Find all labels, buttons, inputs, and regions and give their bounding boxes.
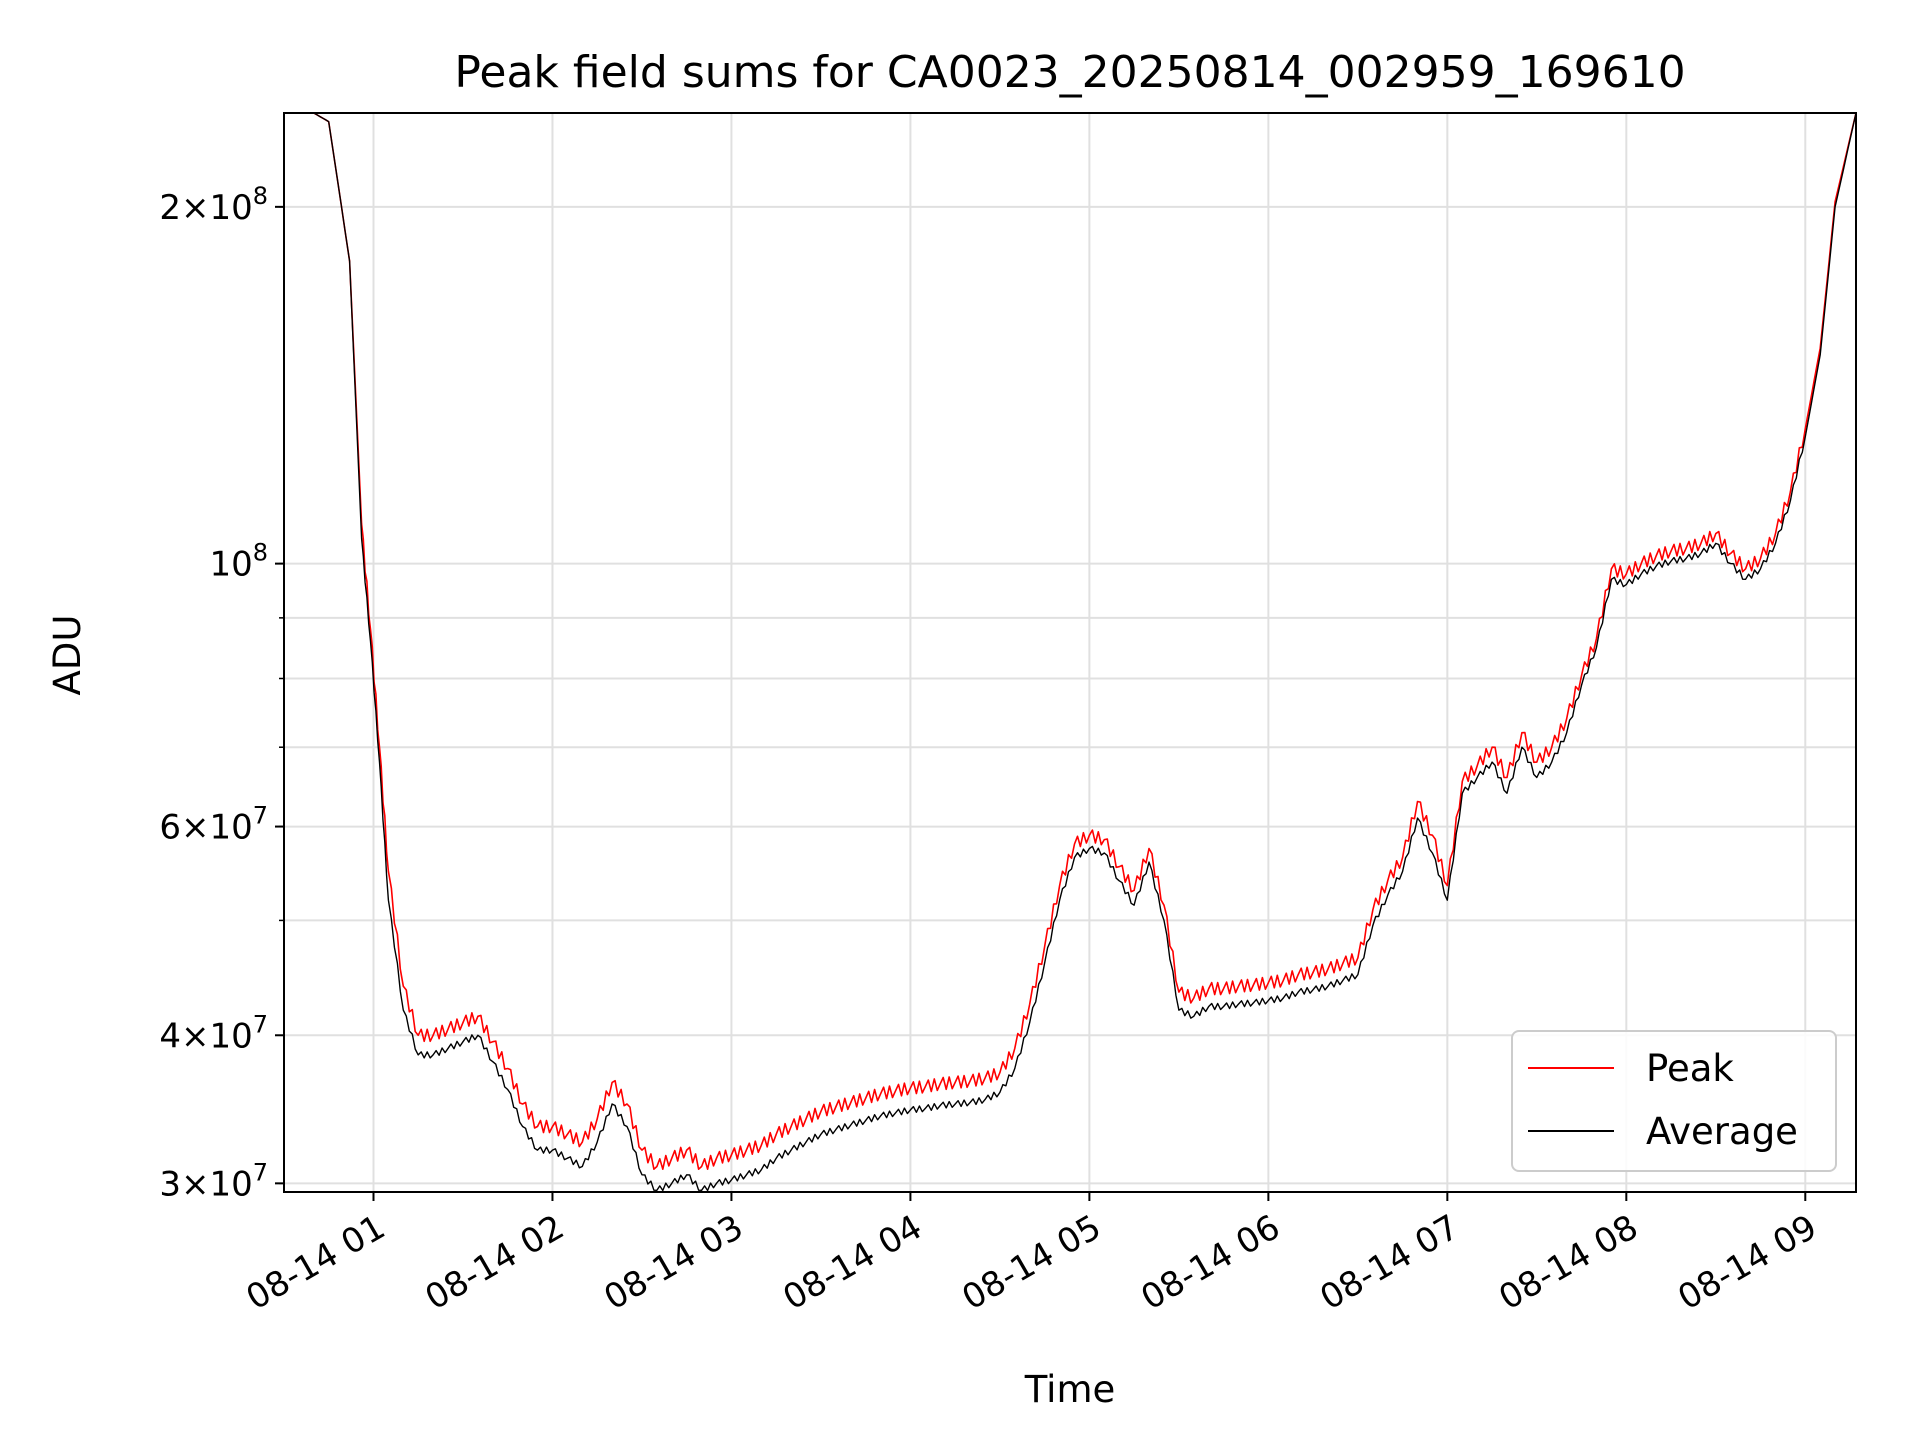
y-tick-label: 3×107 [159,1158,268,1204]
x-tick-label: 08-14 01 [240,1207,392,1318]
legend-peak-label: Peak [1646,1047,1734,1090]
x-tick-label: 08-14 07 [1313,1207,1465,1318]
series-peak-line [284,112,1857,1170]
x-tick-label: 08-14 06 [1134,1207,1286,1318]
y-axis-label: ADU [46,615,89,696]
x-tick-label: 08-14 08 [1492,1207,1644,1318]
x-tick-label: 08-14 02 [419,1207,571,1318]
y-tick-label: 6×107 [159,802,268,848]
y-tick-label: 2×108 [159,182,268,228]
legend-average-label: Average [1646,1110,1798,1153]
y-tick-label: 108 [209,539,268,585]
x-tick-label: 08-14 09 [1671,1207,1823,1318]
series-average-line [284,112,1857,1192]
plot-frame [283,112,1857,1193]
series-layer [284,112,1857,1192]
x-tick-label: 08-14 03 [598,1207,750,1318]
chart-title: Peak field sums for CA0023_20250814_0029… [454,47,1685,98]
grid [284,113,1856,1192]
x-axis: 08-14 01 08-14 02 08-14 03 08-14 04 08-14 05… [240,1192,1824,1318]
x-tick-label: 08-14 04 [777,1207,929,1318]
y-axis: 3×107 4×107 6×107 108 2×108 [159,182,284,1204]
y-tick-label: 4×107 [159,1010,268,1056]
x-axis-label: Time [1024,1368,1116,1411]
legend-box [1511,1030,1837,1172]
legend: Peak Average [1511,1030,1837,1172]
x-tick-label: 08-14 05 [955,1207,1107,1318]
